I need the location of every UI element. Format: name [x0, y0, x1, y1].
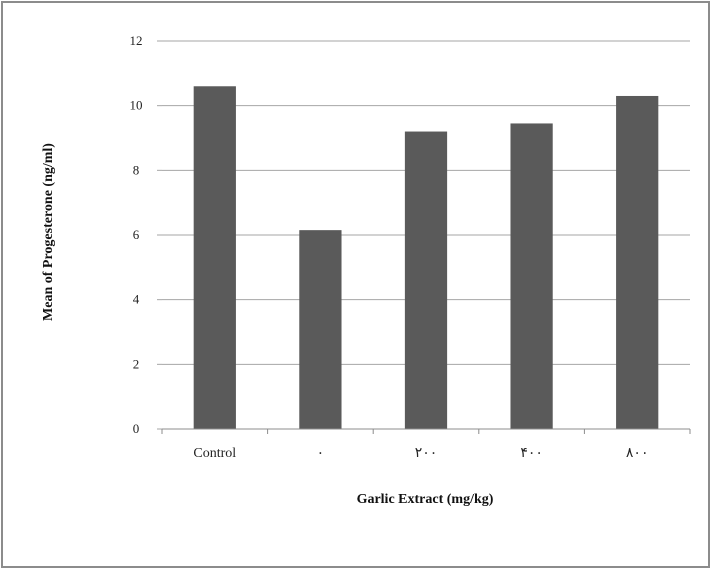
gridlines — [162, 40, 690, 365]
x-tick-label-3: ۴٠٠ — [520, 446, 543, 461]
x-tick-label-0: Control — [193, 446, 236, 461]
bar-3 — [510, 123, 553, 429]
y-tick-label-4: 4 — [133, 292, 140, 307]
chart-frame — [1, 1, 710, 568]
bar-1 — [299, 230, 342, 429]
y-tick-labels: 0 2 4 6 8 10 12 — [130, 33, 162, 436]
y-tick-label-12: 12 — [130, 33, 143, 48]
y-tick-label-10: 10 — [130, 98, 143, 113]
x-axis-title: Garlic Extract (mg/kg) — [357, 492, 494, 507]
bar-2 — [404, 131, 448, 430]
y-tick-label-8: 8 — [133, 162, 140, 177]
y-tick-label-6: 6 — [133, 227, 140, 242]
y-axis-title: Mean of Progesterone (ng/ml) — [41, 143, 56, 321]
x-tick-label-1: ٠ — [317, 446, 325, 461]
x-axis — [161, 428, 691, 434]
y-tick-label-0: 0 — [133, 421, 140, 436]
y-tick-label-2: 2 — [133, 356, 140, 371]
bar-0 — [193, 86, 236, 430]
bar-4 — [616, 95, 659, 429]
x-tick-labels: Control ٠ ٢٠٠ ۴٠٠ ٨٠٠ — [193, 446, 648, 461]
bars — [193, 86, 659, 430]
x-tick-label-4: ٨٠٠ — [626, 446, 649, 461]
x-tick-label-2: ٢٠٠ — [415, 446, 438, 461]
